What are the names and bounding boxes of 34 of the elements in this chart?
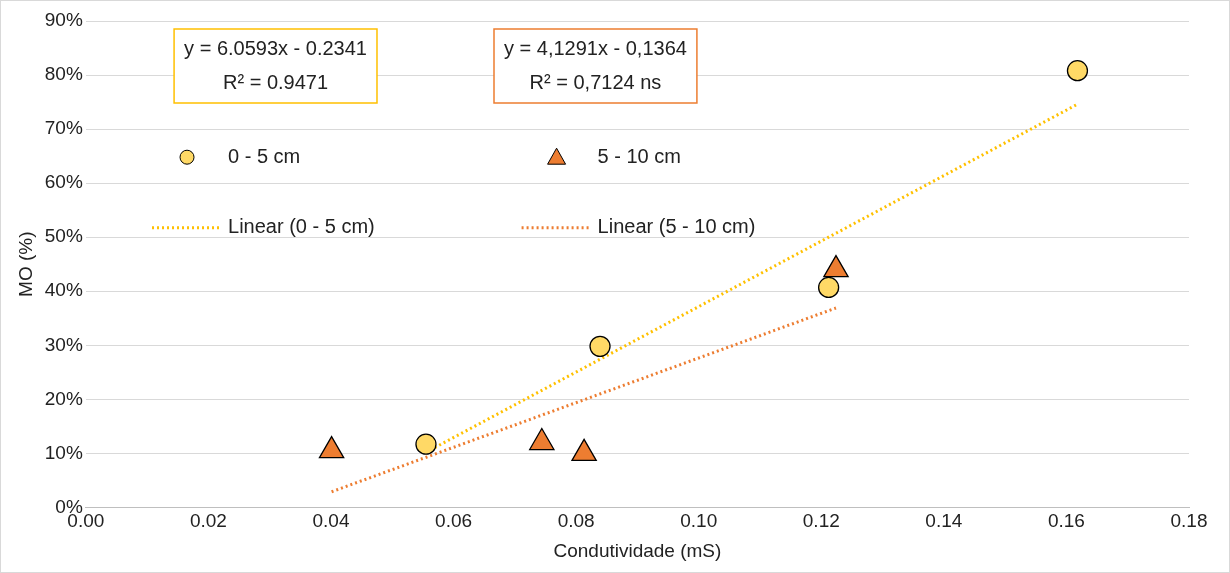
x-tick-label: 0.08 — [557, 510, 595, 532]
x-tick-label: 0.10 — [680, 510, 718, 532]
point — [529, 427, 555, 451]
x-tick-label: 0.16 — [1047, 510, 1085, 532]
annotation: y = 6.0593x - 0.2341 — [184, 36, 367, 59]
annotation: R² = 0,7124 ns — [529, 70, 662, 93]
legend-label: Linear (0 - 5 cm) — [228, 215, 375, 238]
point — [318, 436, 345, 459]
point — [571, 438, 597, 462]
y-tick-label: 70% — [44, 117, 83, 139]
x-axis-title: Condutividade (mS) — [553, 539, 722, 561]
y-tick-label: 80% — [44, 63, 83, 85]
x-tick-label: 0.04 — [312, 510, 350, 532]
y-tick-label: 90% — [44, 9, 83, 31]
annotation: R² = 0.9471 — [223, 70, 329, 93]
x-tick-label: 0.02 — [189, 510, 227, 532]
x-tick-label: 0.18 — [1170, 510, 1208, 532]
x-tick-label: 0.12 — [802, 510, 840, 532]
point — [1066, 60, 1089, 82]
x-tick-label: 0.14 — [925, 510, 963, 532]
y-axis-title: MO (%) — [14, 231, 36, 297]
y-tick-label: 60% — [44, 171, 83, 193]
y-tick-label: 20% — [44, 387, 83, 409]
point — [589, 335, 611, 357]
y-tick-label: 30% — [44, 333, 83, 355]
x-tick-label: 0.06 — [435, 510, 473, 532]
point — [817, 276, 840, 299]
y-tick-label: 10% — [44, 441, 83, 463]
annotation: y = 4,1291x - 0,1364 — [504, 36, 687, 59]
y-tick-label: 50% — [44, 225, 83, 247]
legend-label: 0 - 5 cm — [228, 144, 301, 167]
legend-label: 5 - 10 cm — [597, 144, 681, 167]
y-tick-label: 40% — [44, 279, 83, 301]
legend-label: Linear (5 - 10 cm) — [597, 215, 756, 238]
